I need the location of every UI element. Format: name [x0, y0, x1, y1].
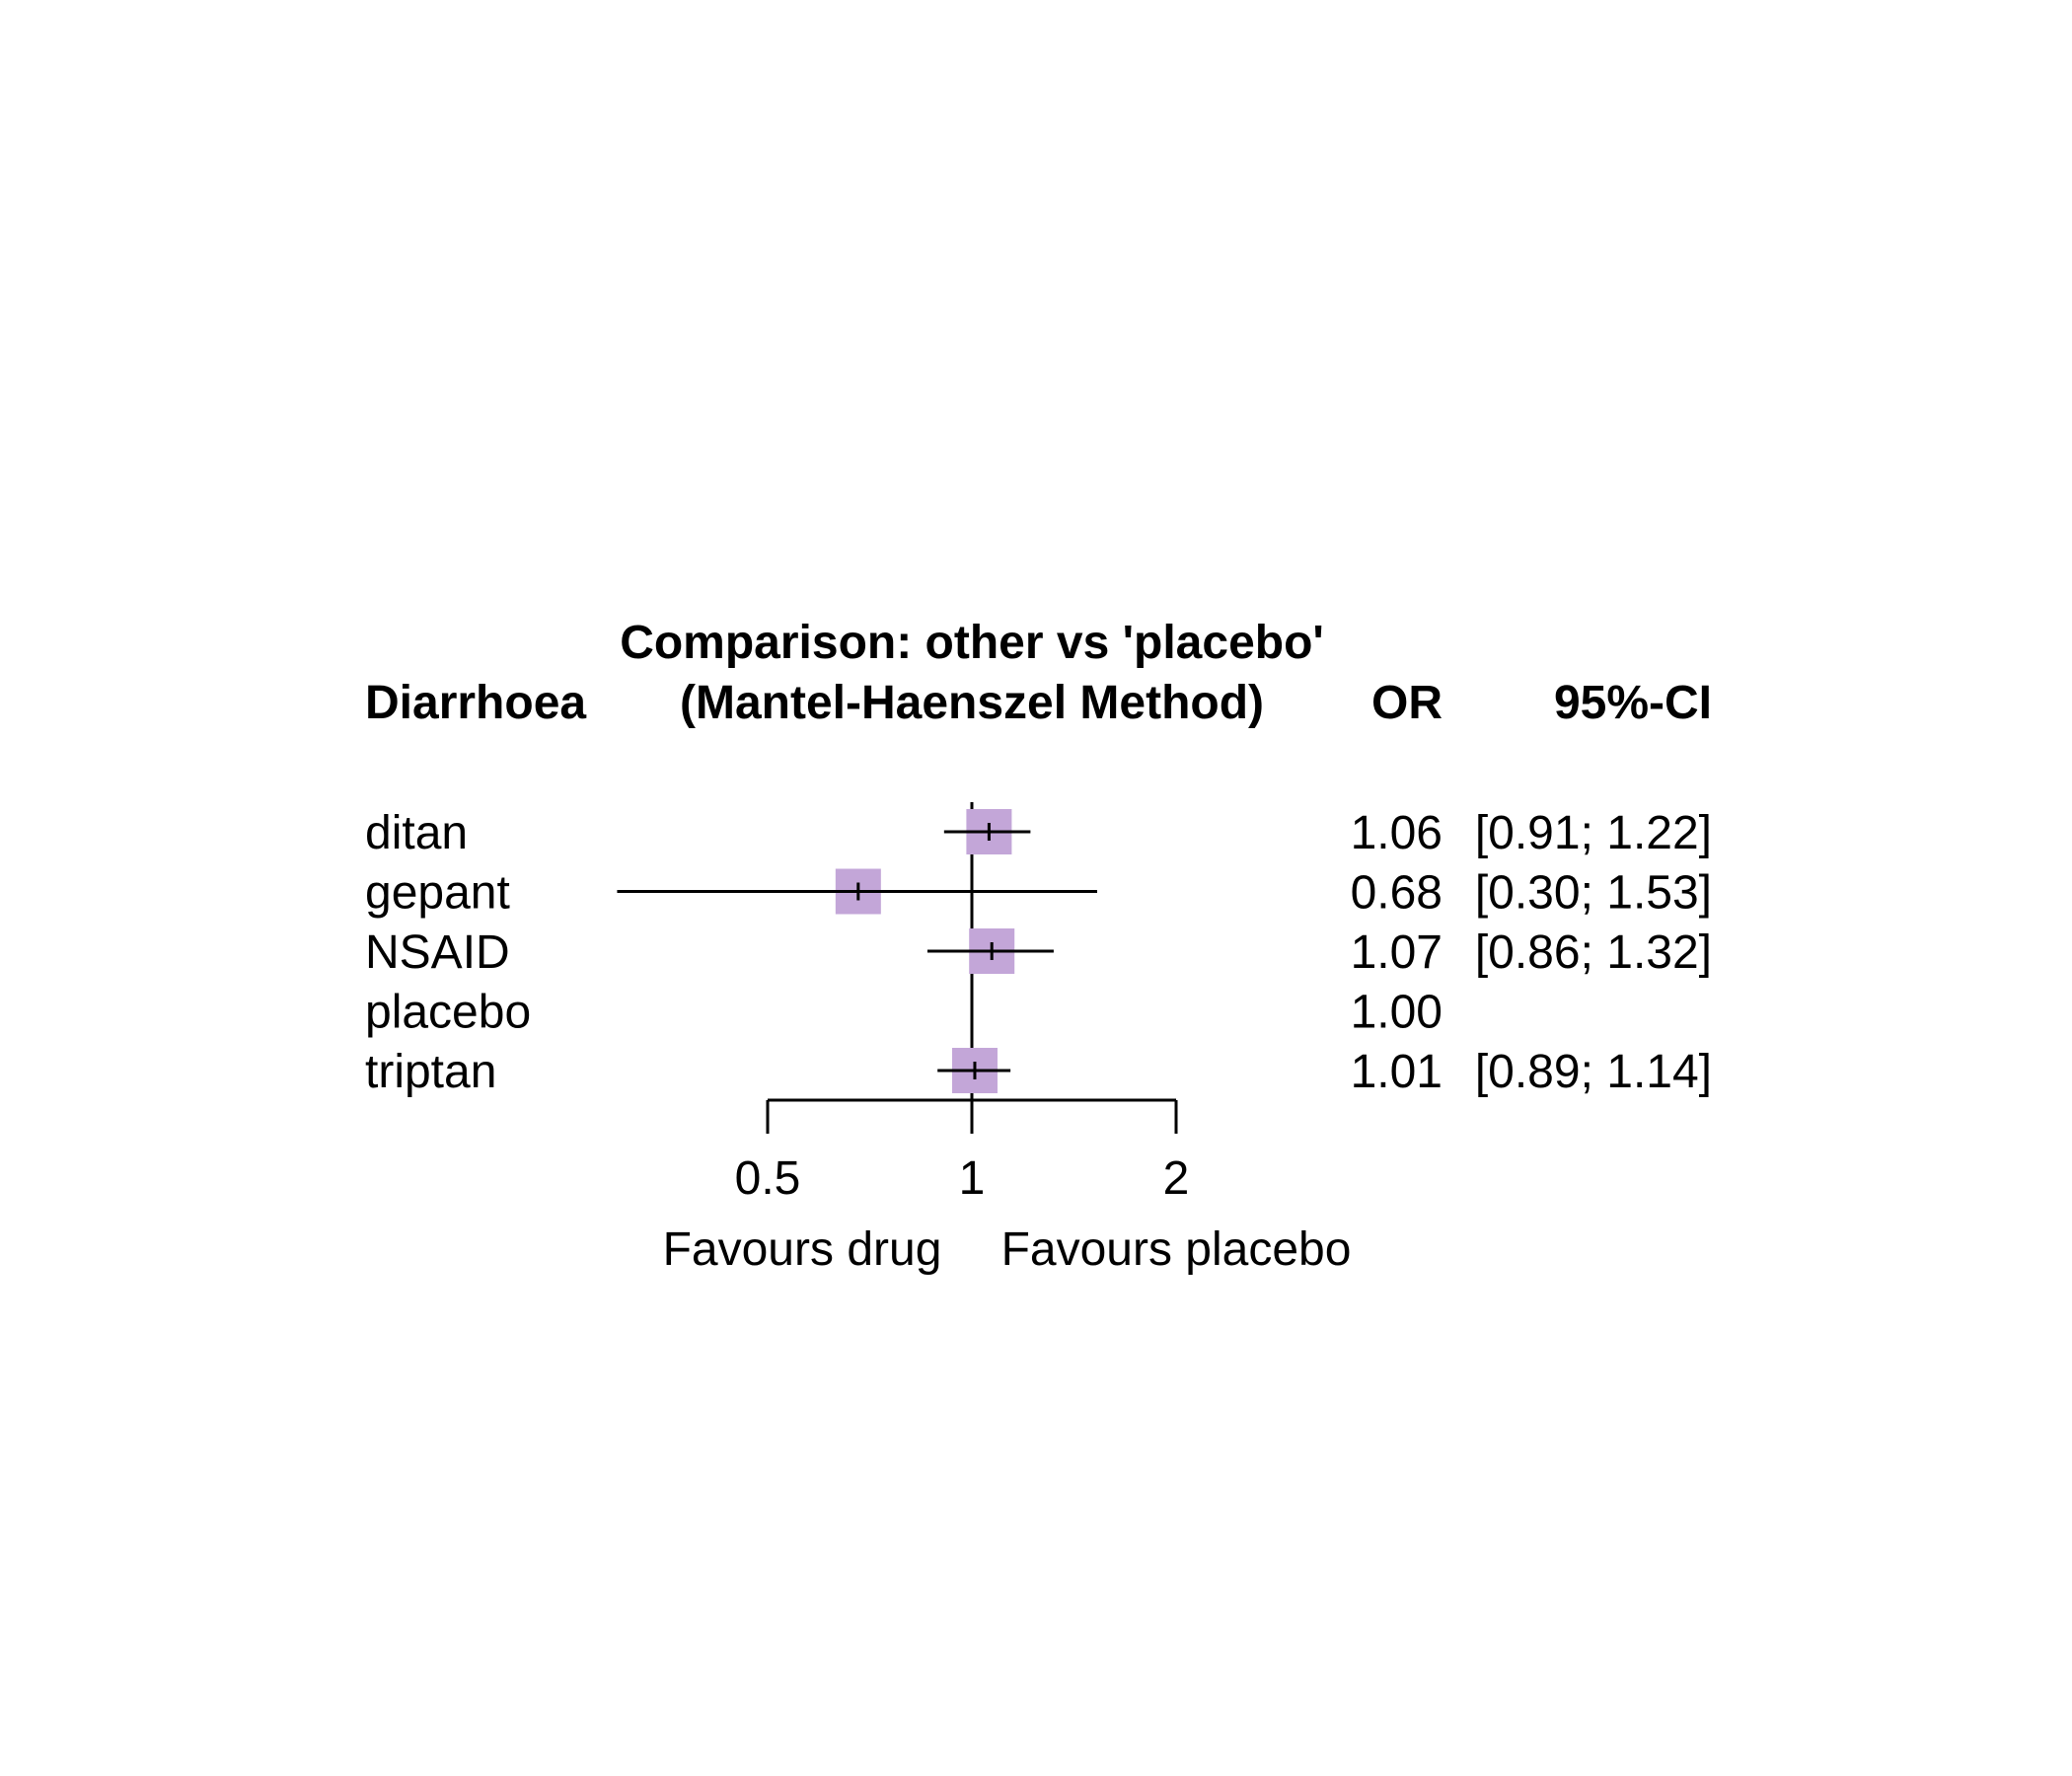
or-value: 0.68: [1351, 867, 1443, 920]
or-value: 1.07: [1351, 926, 1443, 979]
or-value: 1.00: [1351, 987, 1443, 1039]
ci-column-header: 95%-CI: [1554, 677, 1712, 729]
row-label: ditan: [365, 807, 468, 859]
x-tick-label: 0.5: [735, 1152, 801, 1205]
ci-value: [0.30; 1.53]: [1475, 867, 1712, 920]
row-label: gepant: [365, 867, 510, 920]
row-label: placebo: [365, 987, 531, 1039]
ci-value: [0.91; 1.22]: [1475, 807, 1712, 859]
chart-title-line2: (Mantel-Haenszel Method): [680, 677, 1264, 729]
row-label: NSAID: [365, 926, 510, 979]
forest-marks: [617, 802, 1098, 1100]
ci-value: [0.86; 1.32]: [1475, 926, 1712, 979]
row-label: triptan: [365, 1046, 496, 1098]
or-value: 1.01: [1351, 1046, 1443, 1098]
or-column-header: OR: [1371, 677, 1443, 729]
outcome-label: Diarrhoea: [365, 677, 586, 729]
favours-left-label: Favours drug: [663, 1223, 942, 1276]
forest-rows: ditan 1.06 [0.91; 1.22] gepant 0.68 [0.30; 1.…: [365, 807, 1712, 1098]
x-tick-label: 2: [1163, 1152, 1190, 1205]
ci-value: [0.89; 1.14]: [1475, 1046, 1712, 1098]
or-value: 1.06: [1351, 807, 1443, 859]
favours-right-label: Favours placebo: [1001, 1223, 1352, 1276]
chart-title-line1: Comparison: other vs 'placebo': [620, 617, 1324, 669]
x-tick-label: 1: [959, 1152, 986, 1205]
x-axis: 0.5 1 2: [735, 1098, 1190, 1205]
